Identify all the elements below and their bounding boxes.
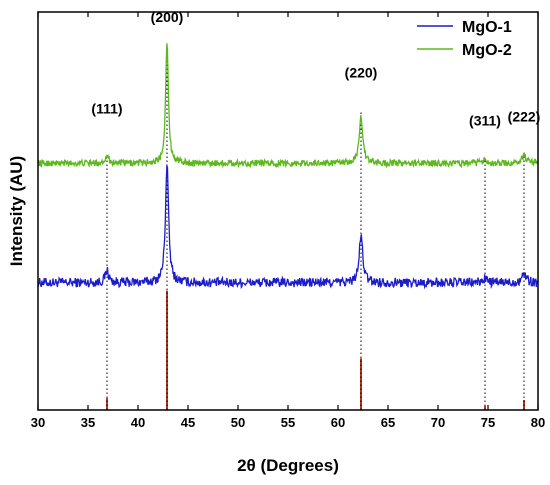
peak-label-1: (200): [151, 9, 184, 25]
legend: MgO-1 MgO-2: [417, 19, 512, 59]
peak-label-3: (311): [469, 112, 501, 128]
plot-frame: [37, 11, 539, 411]
x-tick-label-55: 55: [281, 415, 295, 430]
x-tick-label-35: 35: [81, 415, 95, 430]
series-line-mgo-2: [37, 43, 539, 169]
legend-label-mgo-1: MgO-1: [462, 19, 512, 36]
x-tick-label-60: 60: [331, 415, 345, 430]
x-axis-title: 2θ (Degrees): [237, 456, 339, 475]
peak-label-2: (220): [345, 65, 378, 81]
peak-label-4: (222): [508, 108, 541, 124]
x-tick-label-40: 40: [131, 415, 145, 430]
x-tick-label-70: 70: [431, 415, 445, 430]
x-tick-label-30: 30: [31, 415, 45, 430]
x-tick-label-45: 45: [181, 415, 195, 430]
y-axis-title: Intensity (AU): [7, 156, 26, 267]
x-tick-label-65: 65: [381, 415, 395, 430]
plot-area: (111) (200) (220) (311) (222): [37, 9, 541, 410]
x-axis-ticks: 30 35 40 45 50 55 60 65 70 75 80: [31, 12, 545, 430]
peak-label-0: (111): [91, 100, 122, 116]
x-tick-label-80: 80: [531, 415, 545, 430]
x-tick-label-50: 50: [231, 415, 245, 430]
legend-label-mgo-2: MgO-2: [462, 42, 512, 59]
x-tick-label-75: 75: [481, 415, 495, 430]
series-line-mgo-1: [37, 163, 539, 290]
